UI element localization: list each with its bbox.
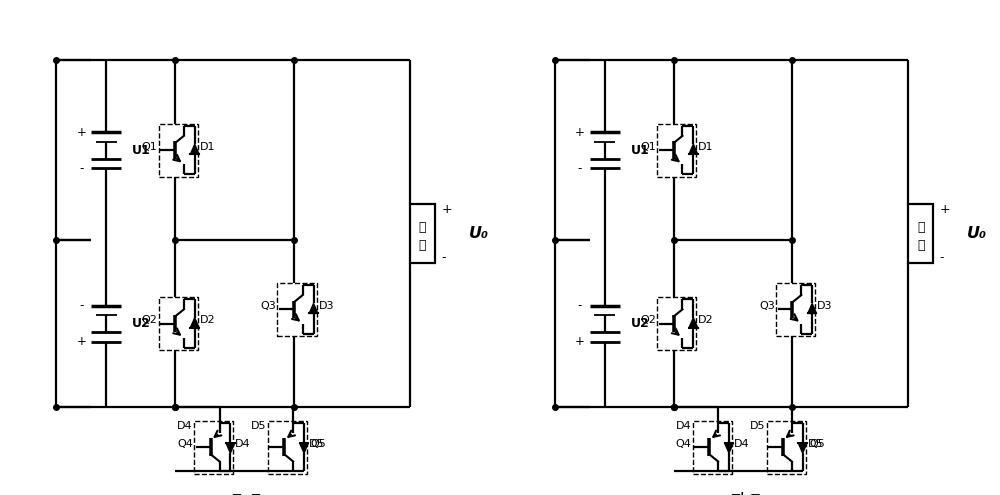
Text: D4: D4 [676,421,691,431]
Text: +: + [441,203,452,216]
Polygon shape [309,303,318,313]
Text: D4: D4 [734,439,750,448]
Text: -: - [940,251,944,264]
Polygon shape [190,144,199,154]
Bar [657,124,696,177]
Bar [277,283,317,336]
Text: D5: D5 [251,421,267,431]
Text: -: - [79,299,84,312]
Text: D5: D5 [309,439,325,448]
Bar [693,421,732,474]
Polygon shape [689,318,698,328]
Bar [776,283,815,336]
Text: U₀: U₀ [967,226,987,241]
Polygon shape [725,443,733,453]
Text: U2: U2 [631,317,650,330]
Text: D4: D4 [177,421,193,431]
Text: Q5: Q5 [809,440,825,449]
Text: D4: D4 [235,439,251,448]
Text: -: - [79,162,84,175]
Text: D1: D1 [698,142,714,151]
Text: Q3: Q3 [759,301,775,311]
Text: +: + [940,203,950,216]
Text: Q4: Q4 [676,440,691,449]
Bar [194,421,233,474]
Text: +: + [575,335,585,348]
Text: 载: 载 [418,239,426,251]
Text: D5: D5 [808,439,823,448]
Text: Q1: Q1 [640,142,656,151]
Text: D3: D3 [319,301,334,311]
Text: 载: 载 [917,239,925,251]
Text: 负: 负 [917,221,925,234]
Text: Q2: Q2 [141,315,157,325]
Text: D3: D3 [817,301,833,311]
Polygon shape [689,144,698,154]
Bar [767,421,806,474]
Bar [908,203,933,263]
Bar [159,124,198,177]
Polygon shape [226,443,235,453]
Text: +: + [76,335,86,348]
Text: Q5: Q5 [311,440,326,449]
Text: Q4: Q4 [177,440,193,449]
Text: -: - [441,251,446,264]
Text: U1: U1 [631,144,650,156]
Bar [159,297,198,350]
Text: +: + [76,126,86,139]
Polygon shape [190,318,199,328]
Text: （b）: （b） [730,493,760,495]
Bar [268,421,307,474]
Bar [657,297,696,350]
Polygon shape [798,443,807,453]
Polygon shape [808,303,816,313]
Text: -: - [578,162,582,175]
Text: 负: 负 [418,221,426,234]
Text: D5: D5 [750,421,765,431]
Text: D1: D1 [200,142,215,151]
Text: Q1: Q1 [141,142,157,151]
Text: U₀: U₀ [469,226,489,241]
Text: +: + [575,126,585,139]
Text: D2: D2 [200,315,215,325]
Text: -: - [578,299,582,312]
Text: （a）: （a） [231,493,261,495]
Text: D2: D2 [698,315,714,325]
Bar [410,203,435,263]
Text: U2: U2 [132,317,151,330]
Text: U1: U1 [132,144,151,156]
Text: Q2: Q2 [640,315,656,325]
Text: Q3: Q3 [260,301,276,311]
Polygon shape [300,443,308,453]
